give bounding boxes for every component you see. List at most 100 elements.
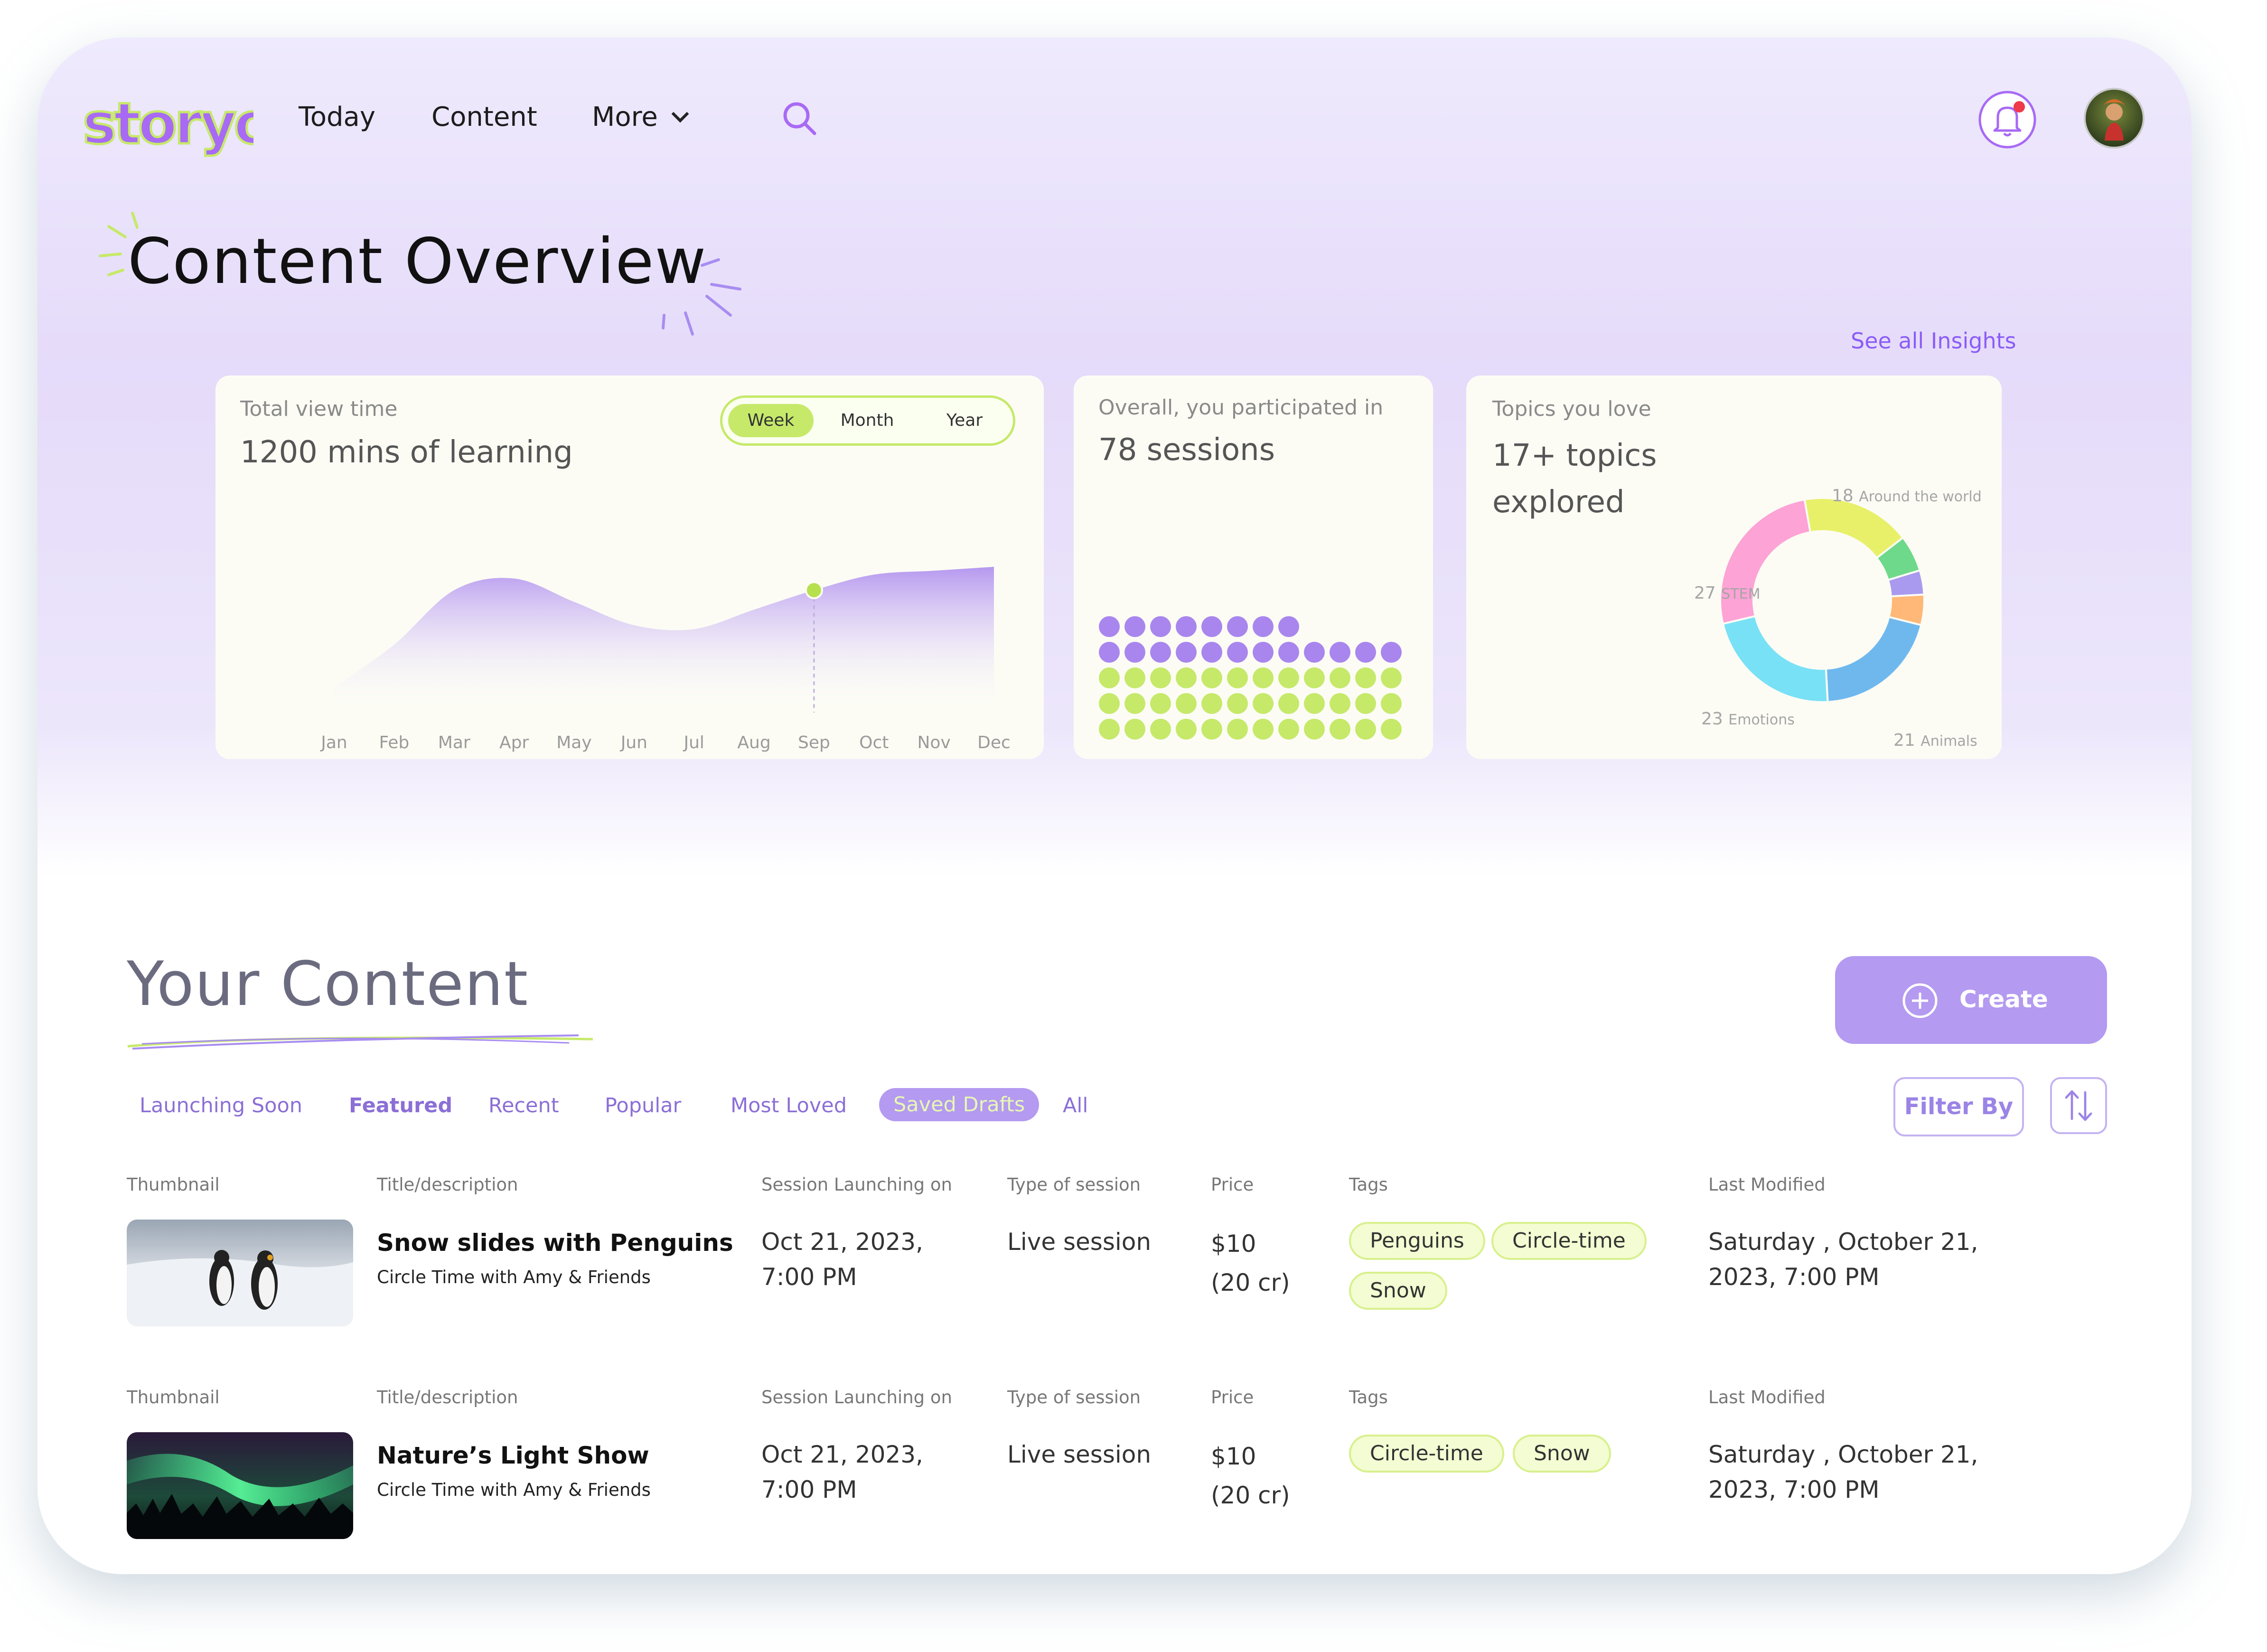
session-dot (1099, 642, 1120, 663)
sessions-card: Overall, you participated in 78 sessions (1074, 375, 1433, 759)
col-type: Type of session (1007, 1174, 1141, 1195)
donut-label-value: 18 (1832, 486, 1859, 506)
nav-more[interactable]: More (592, 102, 689, 132)
donut-label: 23 Emotions (1701, 709, 1795, 729)
row-title[interactable]: Snow slides with Penguins (377, 1229, 733, 1257)
nav-more-label: More (592, 102, 658, 132)
session-dot (1176, 719, 1197, 740)
storyo-logo[interactable]: storyo (83, 92, 253, 159)
session-dot (1201, 642, 1222, 663)
credits: (20 cr) (1211, 1269, 1290, 1296)
row-launch: Oct 21, 2023, 7:00 PM (761, 1437, 923, 1507)
range-week[interactable]: Week (728, 404, 814, 437)
filter-by-button[interactable]: Filter By (1893, 1077, 2024, 1136)
avatar[interactable] (2083, 87, 2145, 149)
session-dot (1304, 667, 1325, 688)
col-launch: Session Launching on (761, 1387, 952, 1408)
tag-chip[interactable]: Circle-time (1491, 1222, 1647, 1260)
row-title[interactable]: Nature’s Light Show (377, 1442, 649, 1469)
session-dot (1253, 693, 1274, 714)
session-dot (1150, 719, 1171, 740)
row-launch: Oct 21, 2023, 7:00 PM (761, 1224, 923, 1295)
session-dot (1124, 667, 1145, 688)
range-toggle: Week Month Year (720, 395, 1015, 446)
session-dot (1176, 642, 1197, 663)
tag-chip[interactable]: Penguins (1349, 1222, 1485, 1260)
topics-card: Topics you love 17+ topics explored 18 A… (1466, 375, 2002, 759)
view-time-area (334, 567, 994, 713)
donut-label: 27 STEM (1694, 583, 1760, 603)
bell-icon[interactable] (1977, 89, 2038, 150)
row-price: $10 (20 cr) (1211, 1224, 1290, 1302)
app-window: storyo Today Content More Content Overvi… (37, 38, 2192, 1574)
session-dot (1124, 719, 1145, 740)
nav-today[interactable]: Today (299, 102, 375, 132)
session-dot (1278, 642, 1299, 663)
session-dot (1099, 616, 1120, 637)
session-dot (1278, 616, 1299, 637)
see-all-insights-link[interactable]: See all Insights (1851, 328, 2016, 354)
session-dot (1355, 667, 1376, 688)
session-dot (1124, 616, 1145, 637)
session-dot (1150, 667, 1171, 688)
session-dot (1227, 719, 1248, 740)
tab-recent[interactable]: Recent (488, 1094, 559, 1117)
aurora-thumbnail[interactable] (127, 1432, 353, 1539)
topics-value-line2: explored (1492, 485, 1625, 520)
session-dot (1227, 667, 1248, 688)
x-tick-label: Oct (859, 733, 889, 752)
tab-launching-soon[interactable]: Launching Soon (140, 1094, 303, 1117)
modified-line1: Saturday , October 21, (1708, 1228, 1978, 1256)
session-dot (1176, 693, 1197, 714)
penguin-thumbnail[interactable] (127, 1220, 353, 1326)
tag-chip[interactable]: Snow (1513, 1435, 1611, 1473)
donut-slice[interactable] (1719, 498, 1812, 625)
col-tags: Tags (1349, 1174, 1388, 1195)
session-dot (1304, 642, 1325, 663)
range-year[interactable]: Year (946, 411, 983, 430)
tab-most-loved[interactable]: Most Loved (731, 1094, 847, 1117)
donut-label-value: 23 (1701, 709, 1728, 729)
sessions-value: 78 sessions (1098, 432, 1275, 468)
session-dot (1330, 667, 1350, 688)
session-dot (1278, 693, 1299, 714)
tab-all[interactable]: All (1063, 1094, 1088, 1117)
tab-popular[interactable]: Popular (605, 1094, 682, 1117)
row-type: Live session (1007, 1228, 1152, 1256)
session-dot (1099, 719, 1120, 740)
session-dot (1201, 667, 1222, 688)
session-dot (1150, 642, 1171, 663)
svg-text:storyo: storyo (83, 92, 253, 157)
col-price: Price (1211, 1387, 1254, 1408)
session-dot (1381, 667, 1402, 688)
search-icon[interactable] (780, 99, 818, 137)
x-tick-label: Sep (798, 733, 830, 752)
donut-slice[interactable] (1825, 616, 1922, 703)
col-title: Title/description (377, 1387, 518, 1408)
x-tick-label: Apr (499, 733, 529, 752)
session-dot (1227, 616, 1248, 637)
credits: (20 cr) (1211, 1482, 1290, 1509)
tag-chip[interactable]: Snow (1349, 1272, 1447, 1310)
sort-icon[interactable] (2050, 1077, 2107, 1134)
launch-date: Oct 21, 2023, (761, 1441, 923, 1468)
row-price: $10 (20 cr) (1211, 1437, 1290, 1515)
session-dot (1381, 719, 1402, 740)
donut-label-name: STEM (1721, 586, 1760, 602)
page-title: Content Overview (128, 225, 707, 298)
tag-chip[interactable]: Circle-time (1349, 1435, 1504, 1473)
chevron-down-icon (671, 105, 689, 123)
session-dot (1150, 693, 1171, 714)
session-dot (1355, 642, 1376, 663)
highlight-point[interactable] (805, 581, 823, 600)
nav-content[interactable]: Content (431, 102, 537, 132)
create-button[interactable]: Create (1835, 956, 2107, 1044)
range-month[interactable]: Month (840, 411, 894, 430)
row-modified: Saturday , October 21, 2023, 7:00 PM (1708, 1437, 1978, 1507)
view-time-chart: Jan Feb Mar Apr May Jun Jul Aug Sep Oct Nov Dec (320, 567, 1011, 752)
tab-featured[interactable]: Featured (349, 1094, 453, 1117)
session-dot (1201, 719, 1222, 740)
donut-slice[interactable] (1722, 615, 1829, 703)
tab-saved-drafts[interactable]: Saved Drafts (879, 1088, 1040, 1121)
x-tick-label: Jun (620, 733, 647, 752)
